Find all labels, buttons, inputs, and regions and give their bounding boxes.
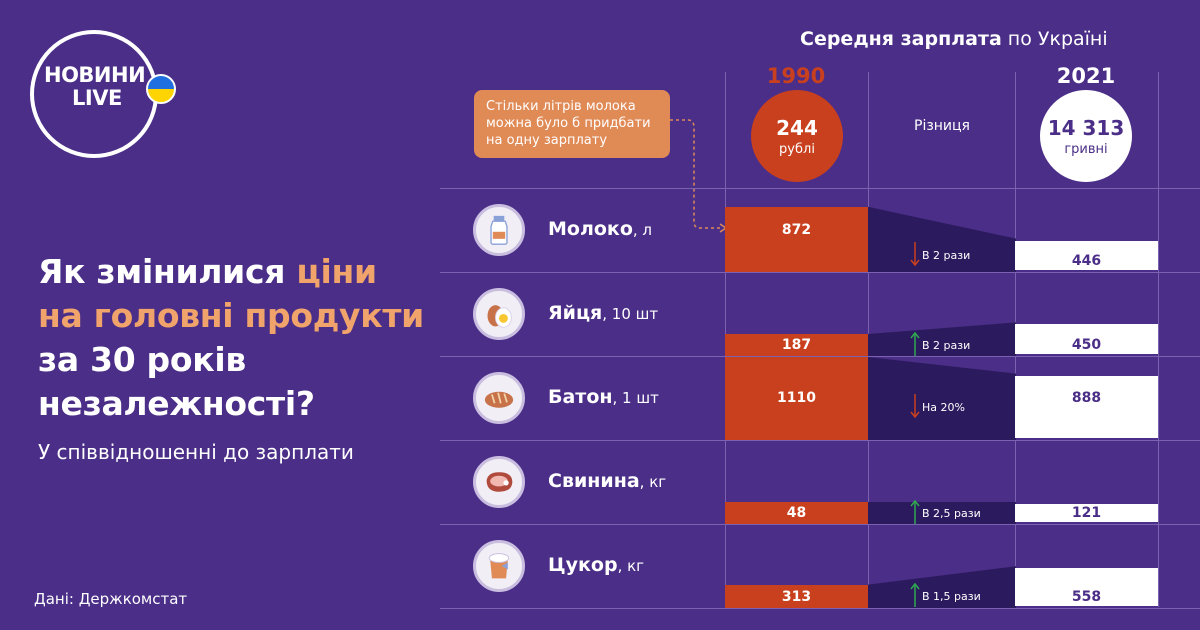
value-1990: 313 (781, 589, 812, 605)
salary-title-rest: по Україні (1001, 28, 1108, 50)
difference-wedge-shape (868, 357, 1016, 440)
difference-wedge-shape (868, 566, 1016, 608)
difference-label: В 2 рази (922, 249, 971, 263)
bread-icon (473, 372, 525, 424)
bar-2021 (1015, 568, 1158, 606)
product-unit: , 1 шт (612, 389, 659, 407)
eggs-icon (473, 288, 525, 340)
title-part4: незалежності? (38, 384, 315, 423)
value-1990: 1110 (777, 390, 816, 406)
product-label: Цукор, кг (548, 554, 644, 576)
value-2021: 121 (1071, 505, 1102, 521)
difference-label: В 2 рази (922, 339, 971, 352)
salary-2021-value: 14 313 (1047, 115, 1125, 140)
difference-label: На 20% (922, 400, 965, 414)
product-label: Свинина, кг (548, 470, 666, 492)
grid-line (1158, 72, 1159, 607)
product-name: Яйця (548, 302, 603, 324)
logo: НОВИНИ LIVE (44, 64, 154, 110)
row-separator (440, 188, 1200, 189)
difference-label: В 1,5 рази (922, 590, 981, 604)
callout-note: Стільки літрів молока можна було б придб… (474, 90, 670, 158)
logo-line2: LIVE (72, 86, 122, 110)
product-name: Батон (548, 386, 613, 408)
arrow-up-icon (910, 331, 920, 356)
salary-title-bold: Середня зарплата (800, 28, 1002, 50)
value-1990: 872 (781, 222, 812, 238)
product-name: Цукор (548, 554, 618, 576)
pork-icon (473, 456, 525, 508)
arrow-down-icon (910, 242, 920, 267)
product-unit: , 10 шт (602, 305, 659, 323)
bar-1990 (725, 357, 868, 440)
bar-2021 (1015, 240, 1158, 270)
subtitle: У співвідношенні до зарплати (38, 440, 354, 464)
sugar-icon (473, 540, 525, 592)
row-separator (440, 524, 1200, 525)
product-name: Молоко (548, 218, 633, 240)
bar-2021 (1015, 324, 1158, 354)
value-1990: 187 (781, 337, 812, 353)
arrow-up-icon (910, 499, 920, 524)
product-label: Батон, 1 шт (548, 386, 659, 408)
difference-wedge (868, 357, 1016, 440)
difference-label: В 2,5 рази (922, 507, 981, 520)
difference-wedge-shape (868, 502, 1016, 524)
product-unit: , кг (639, 473, 667, 491)
bar-1990 (725, 206, 868, 272)
salary-2021-badge: 14 313 гривні (1040, 90, 1132, 182)
data-source: Дані: Держкомстат (34, 590, 188, 608)
ukraine-flag-icon (146, 74, 176, 104)
arrow-up-icon (910, 583, 920, 608)
arrow-down-icon (910, 393, 920, 418)
value-2021: 558 (1071, 589, 1102, 605)
product-unit: , кг (617, 557, 645, 575)
value-2021: 446 (1071, 253, 1102, 269)
title-part3: за 30 років (38, 340, 246, 379)
title-part1: Як змінилися (38, 252, 297, 291)
page-title: Як змінилися ціни на головні продукти за… (38, 250, 458, 426)
difference-header: Різниця (914, 118, 970, 134)
title-accent2: на головні продукти (38, 296, 424, 335)
product-label: Яйця, 10 шт (548, 302, 658, 324)
salary-title: Середня зарплата по Україні (800, 28, 1108, 50)
difference-wedge (868, 502, 1016, 524)
year-1990: 1990 (766, 64, 826, 88)
bar-2021 (1015, 504, 1158, 522)
salary-1990-unit: рублі (779, 141, 815, 157)
difference-wedge-shape (868, 322, 1016, 356)
year-2021: 2021 (1056, 64, 1116, 88)
bar-2021 (1015, 375, 1158, 438)
salary-1990-badge: 244 рублі (751, 90, 843, 182)
difference-wedge (868, 566, 1016, 608)
product-label: Молоко, л (548, 218, 652, 240)
salary-2021-unit: гривні (1064, 141, 1108, 157)
product-name: Свинина (548, 470, 640, 492)
milk-bottle-icon (473, 204, 525, 256)
difference-wedge-shape (868, 206, 1016, 272)
value-2021: 888 (1071, 390, 1102, 406)
row-separator (440, 440, 1200, 441)
row-separator (440, 272, 1200, 273)
bar-1990 (725, 584, 868, 608)
bar-1990 (725, 502, 868, 524)
salary-1990-value: 244 (776, 115, 818, 140)
logo-line1: НОВИНИ (44, 63, 146, 87)
title-accent1: ціни (296, 252, 377, 291)
product-unit: , л (632, 221, 653, 239)
row-separator (440, 356, 1200, 357)
value-1990: 48 (786, 505, 807, 521)
difference-wedge (868, 322, 1016, 356)
bar-1990 (725, 334, 868, 356)
value-2021: 450 (1071, 337, 1102, 353)
difference-wedge (868, 206, 1016, 272)
row-separator (440, 608, 1200, 609)
